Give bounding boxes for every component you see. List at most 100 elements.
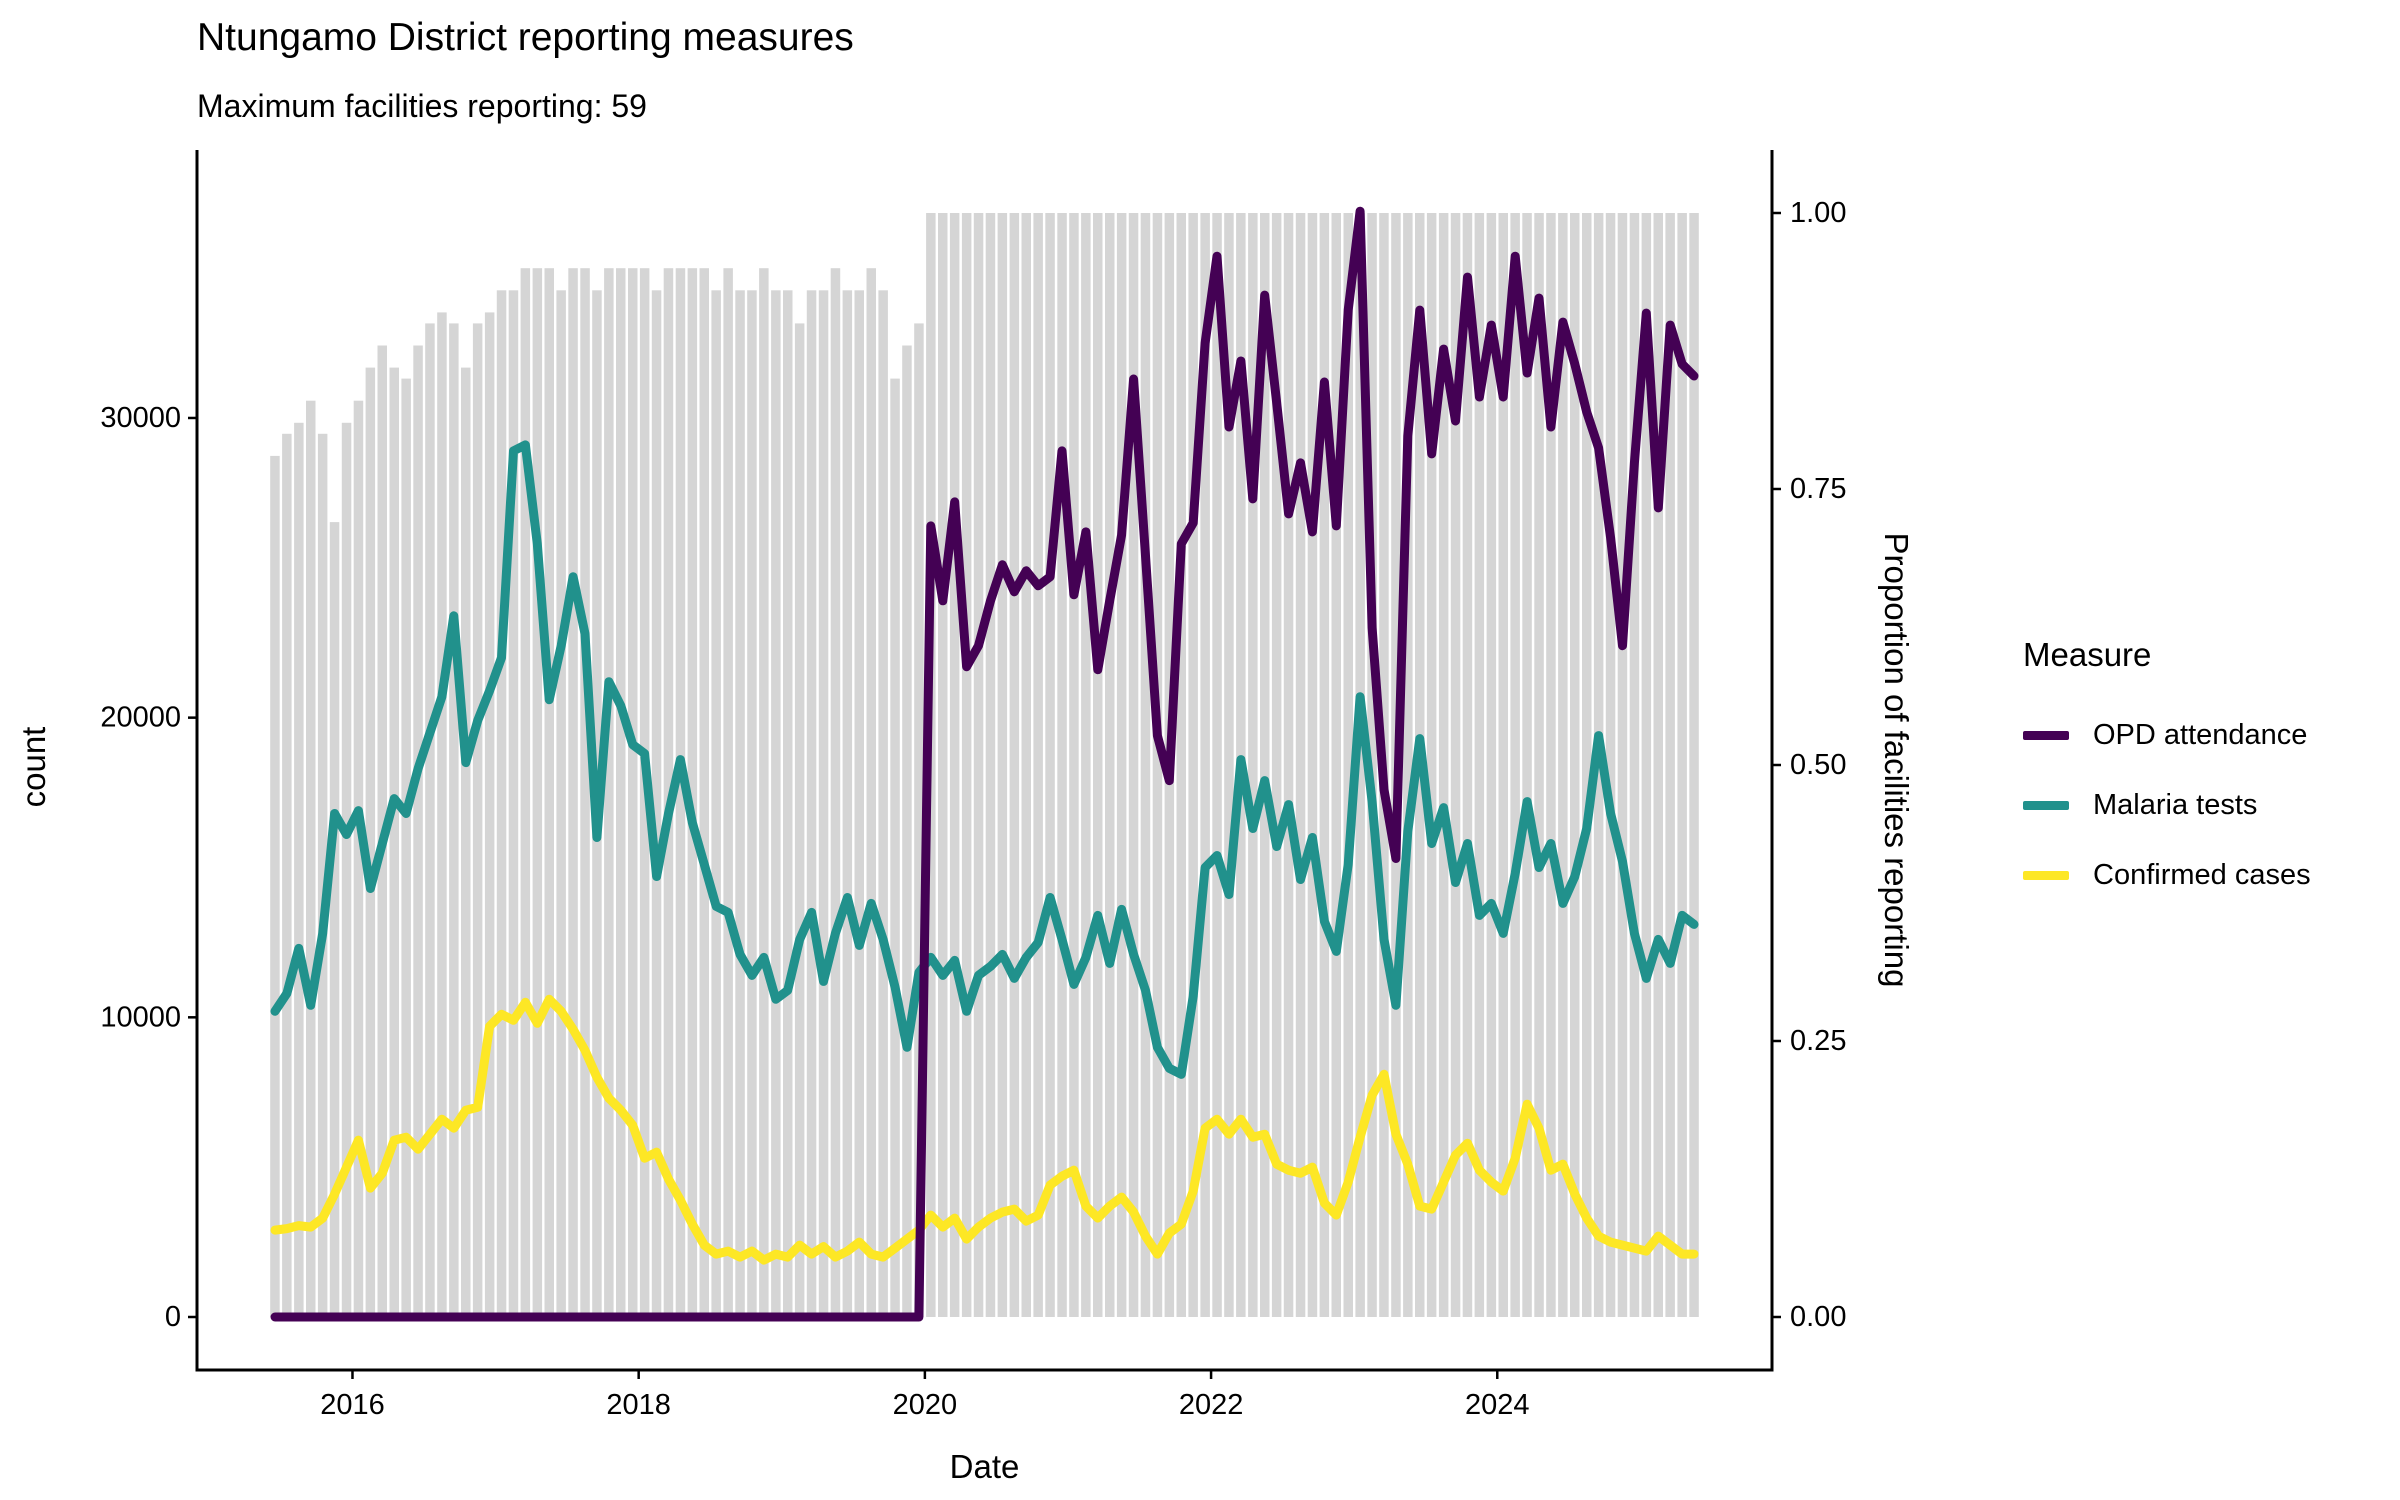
facility-reporting-bar	[687, 268, 698, 1318]
y-axis-right-tick-label: 0.25	[1790, 1025, 1846, 1057]
facility-reporting-bar	[616, 268, 626, 1318]
facility-reporting-bar	[1641, 213, 1652, 1317]
facility-reporting-bar	[842, 290, 853, 1317]
facility-reporting-bar	[580, 268, 590, 1318]
legend: Measure OPD attendance Malaria tests Con…	[2023, 636, 2395, 910]
facility-reporting-bar	[723, 268, 733, 1318]
facility-reporting-bar	[663, 268, 674, 1318]
facility-reporting-bar	[1283, 213, 1294, 1317]
confirmed-cases-line-swatch	[2023, 870, 2069, 880]
facility-reporting-bar	[1009, 213, 1020, 1317]
facility-reporting-bar	[1665, 213, 1675, 1317]
facility-reporting-bar	[1248, 213, 1258, 1317]
facility-reporting-bar	[1450, 213, 1461, 1317]
facility-reporting-bar	[556, 290, 566, 1317]
facility-reporting-bar	[544, 268, 554, 1318]
facility-reporting-bar	[604, 268, 614, 1318]
facility-reporting-bar	[1403, 213, 1413, 1317]
y-axis-left-tick-label: 10000	[100, 1001, 181, 1033]
facility-reporting-bar	[961, 213, 972, 1317]
facility-reporting-bar	[1105, 213, 1115, 1317]
facility-reporting-bar	[1653, 213, 1663, 1317]
facility-reporting-bar	[759, 268, 769, 1318]
facility-reporting-bar	[1033, 213, 1043, 1317]
facility-reporting-bar	[1462, 213, 1473, 1317]
facility-reporting-bar	[651, 290, 662, 1317]
facility-reporting-bar	[735, 290, 745, 1317]
opd-attendance-line	[270, 206, 1699, 1322]
facility-reporting-bar	[1605, 213, 1616, 1317]
facility-reporting-bar	[496, 290, 507, 1317]
facility-reporting-bar	[1331, 213, 1341, 1317]
facility-reporting-bar	[985, 213, 996, 1317]
facility-reporting-bar	[1570, 213, 1580, 1317]
y-axis-left-title: count	[15, 726, 52, 808]
facility-reporting-bar	[1689, 213, 1699, 1317]
facility-reporting-bar	[711, 290, 721, 1317]
opd-attendance-line-swatch	[2023, 730, 2069, 740]
facility-reporting-bar	[1474, 213, 1485, 1317]
facility-reporting-bar	[270, 455, 280, 1317]
legend-label-malaria: Malaria tests	[2093, 788, 2258, 821]
facility-reporting-bar	[472, 323, 483, 1317]
facility-reporting-bar	[902, 345, 912, 1317]
facility-reporting-bar	[484, 312, 495, 1317]
facility-reporting-bar	[317, 433, 328, 1317]
facility-reporting-bar	[329, 522, 340, 1317]
facility-reporting-bar	[1617, 213, 1628, 1317]
facility-reporting-bar	[1534, 213, 1544, 1317]
facility-reporting-bar	[1271, 213, 1282, 1317]
facility-reporting-bar	[1498, 213, 1508, 1317]
facility-reporting-bar	[878, 290, 888, 1317]
facility-reporting-bar	[866, 268, 876, 1318]
facility-reporting-bar	[1045, 213, 1055, 1317]
legend-item-malaria: Malaria tests	[2023, 770, 2395, 840]
facility-reporting-bar	[997, 213, 1008, 1317]
legend-label-opd: OPD attendance	[2093, 718, 2308, 751]
facility-reporting-bar	[294, 422, 304, 1317]
facility-reporting-bar	[1224, 213, 1234, 1317]
x-axis-title: Date	[949, 1448, 1020, 1485]
facility-reporting-bar	[1486, 213, 1497, 1317]
y-axis-right-title: Proportion of facilities reporting	[1878, 532, 1915, 988]
facility-reporting-bar	[854, 290, 864, 1317]
y-axis-left-tick-label: 0	[165, 1301, 181, 1333]
y-axis-left-tick-label: 30000	[100, 402, 181, 434]
facility-reporting-bar	[1116, 213, 1127, 1317]
legend-title: Measure	[2023, 636, 2152, 673]
facility-reporting-bar	[1295, 213, 1306, 1317]
facility-reporting-bar	[306, 400, 316, 1317]
x-axis-tick-label: 2016	[320, 1389, 385, 1421]
facility-reporting-bar	[806, 290, 817, 1317]
facility-reporting-bar	[1307, 213, 1318, 1317]
y-axis-right-tick-label: 0.75	[1790, 473, 1846, 505]
facility-reporting-bar	[973, 213, 984, 1317]
y-axis-left-tick-label: 20000	[100, 702, 181, 734]
facility-reporting-bar	[437, 312, 447, 1317]
facility-reporting-bar	[1522, 213, 1532, 1317]
facility-reporting-bar	[425, 323, 435, 1317]
facility-reporting-bar	[1426, 213, 1437, 1317]
facility-reporting-bar	[1558, 213, 1568, 1317]
facility-reporting-bar	[1057, 213, 1067, 1317]
facility-reporting-bar	[818, 290, 829, 1317]
facility-reporting-bar	[1200, 213, 1210, 1317]
legend-item-opd: OPD attendance	[2023, 700, 2395, 770]
x-axis-tick-label: 2020	[893, 1389, 958, 1421]
facility-reporting-bar	[1140, 213, 1151, 1317]
facility-reporting-bar	[1021, 213, 1031, 1317]
facility-reporting-bar	[771, 290, 781, 1317]
legend-item-confirmed: Confirmed cases	[2023, 840, 2395, 910]
facility-reporting-bar	[341, 422, 352, 1317]
facility-reporting-bar	[1128, 213, 1139, 1317]
y-axis-right-tick-label: 0.00	[1790, 1301, 1846, 1333]
facility-reporting-bar	[520, 268, 531, 1318]
facility-reporting-bar	[1629, 213, 1640, 1317]
facility-reporting-bar	[1510, 213, 1520, 1317]
facility-reporting-bar	[783, 290, 793, 1317]
facility-reporting-bar	[1188, 213, 1198, 1317]
x-axis-tick-label: 2024	[1465, 1389, 1530, 1421]
facility-reporting-bar	[1152, 213, 1163, 1317]
